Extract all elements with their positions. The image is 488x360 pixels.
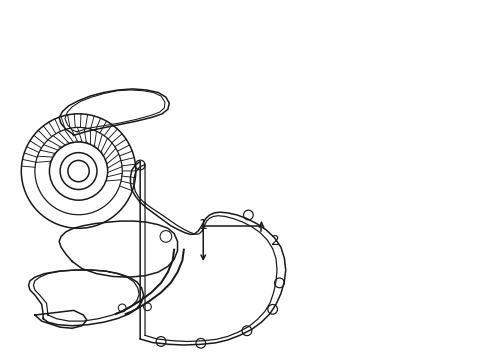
Text: 1: 1	[199, 217, 207, 231]
Text: 2: 2	[271, 234, 279, 248]
